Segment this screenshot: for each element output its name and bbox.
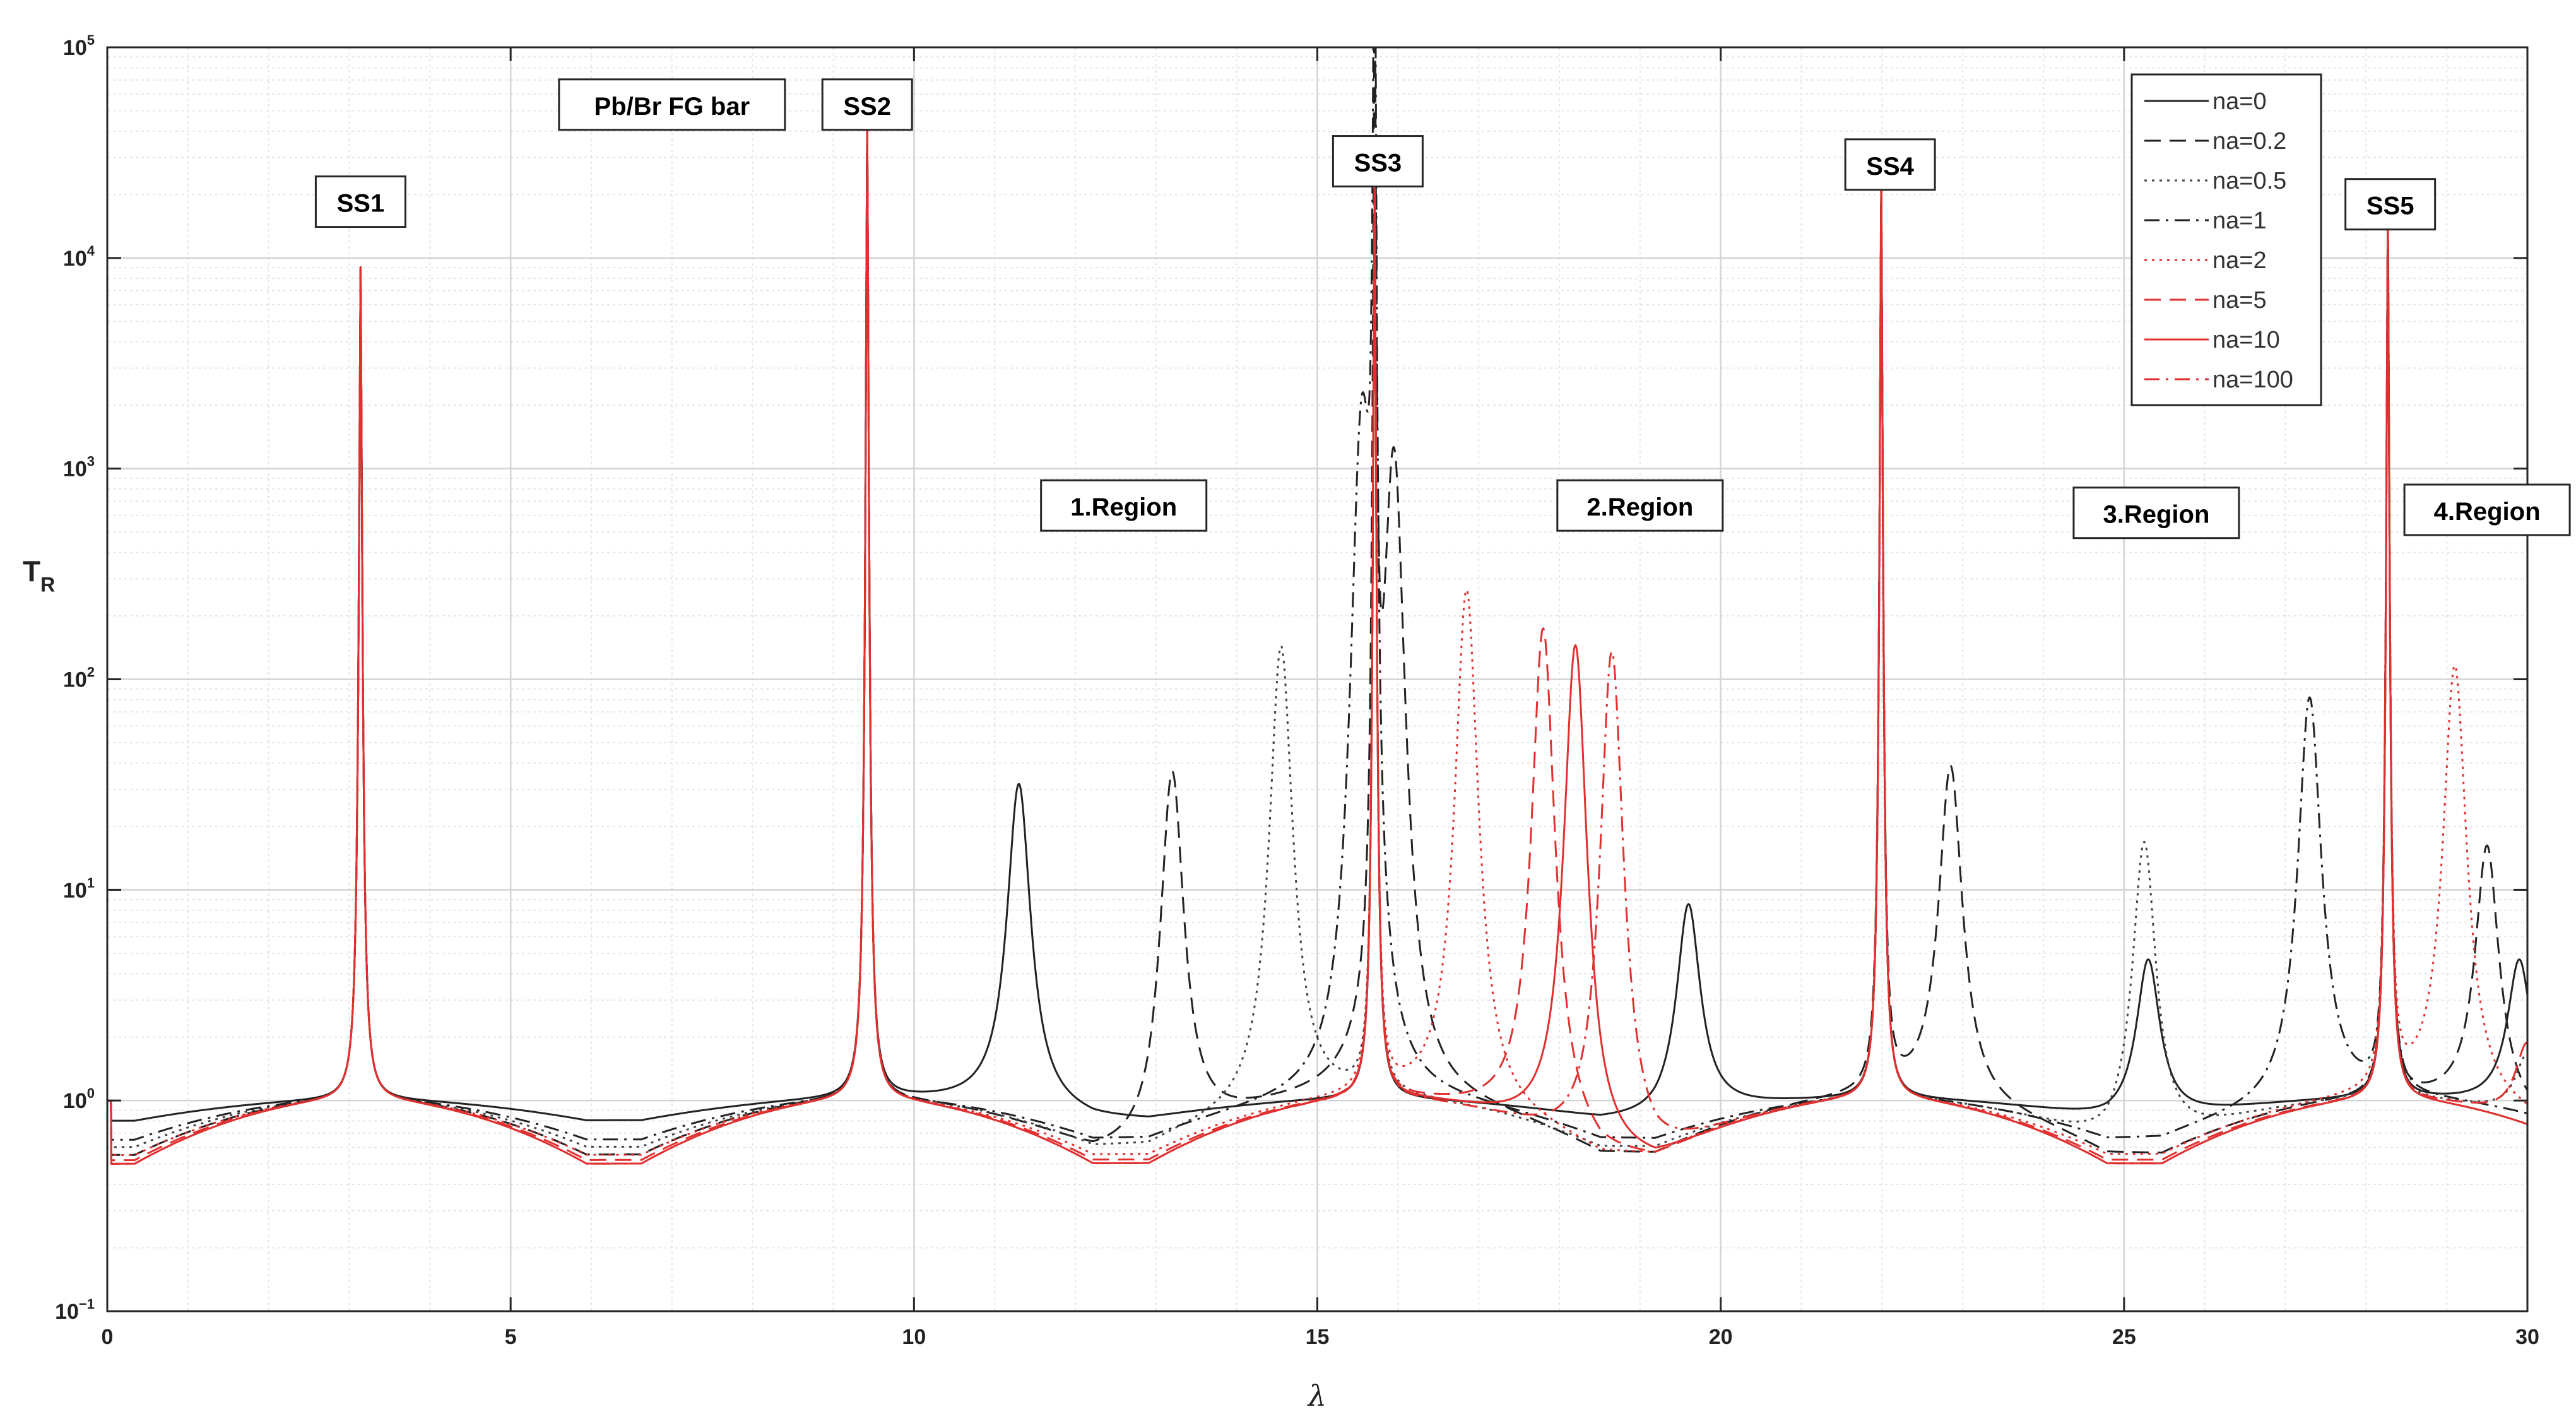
legend-entry: na=2 [2213, 247, 2267, 274]
annotation-frame [558, 78, 786, 131]
y-tick-label-exponent: 4 [87, 243, 95, 259]
y-tick-label: 103 [63, 454, 95, 481]
annotation-frame [2344, 178, 2437, 231]
annotation-box: 4.Region [2403, 483, 2571, 536]
x-tick-labels: 0 5 10 15 20 25 30 [102, 1325, 2539, 1349]
y-axis-label: TR [23, 555, 55, 596]
y-tick-label: 102 [63, 664, 95, 692]
legend-frame [2130, 73, 2322, 406]
annotation-frame [2403, 483, 2571, 536]
legend-entry: na=1 [2213, 208, 2267, 234]
legend-entry: na=0 [2213, 88, 2267, 115]
legend-entry: na=100 [2213, 367, 2293, 393]
legend-entry: na=5 [2213, 287, 2267, 314]
series-layer [107, 47, 2527, 1165]
series-line [107, 119, 2527, 1165]
x-tick-label: 5 [505, 1325, 517, 1349]
x-tick-label: 20 [1709, 1325, 1733, 1349]
y-tick-label: 105 [63, 32, 95, 60]
y-tick-label-exponent: 3 [87, 454, 95, 469]
annotation-box: SS3 [1332, 135, 1424, 188]
y-axis-label-main: T [23, 555, 40, 588]
y-tick-label-exponent: 5 [87, 32, 95, 48]
annotation-box: SS2 [821, 78, 913, 131]
y-tick-label-base: 10 [63, 878, 87, 902]
y-axis-label-subscript: R [40, 574, 55, 596]
x-tick-label: 10 [902, 1325, 926, 1349]
axis-ticks [106, 46, 2529, 1312]
series-line [107, 47, 2527, 1141]
annotation-frame [314, 175, 406, 228]
annotation-label: SS5 [2366, 192, 2414, 220]
x-tick-label: 25 [2112, 1325, 2136, 1349]
y-tick-label-base: 10 [63, 457, 87, 481]
annotation-box: 1.Region [1040, 479, 1208, 532]
annotations: SS1 Pb/Br FG bar SS2 SS3 SS4 SS5 1.Region 2.Reg… [314, 78, 2571, 540]
annotation-box: 2.Region [1556, 479, 1724, 532]
annotation-box: SS1 [314, 175, 406, 228]
annotation-label: SS3 [1354, 150, 1402, 177]
annotation-frame [1844, 138, 1936, 191]
x-tick-label: 15 [1306, 1325, 1330, 1349]
annotation-label: 3.Region [2103, 501, 2210, 529]
annotation-box: Pb/Br FG bar [558, 78, 786, 131]
y-tick-label-base: 10 [63, 1089, 87, 1113]
annotation-label: SS1 [337, 190, 385, 218]
legend-entry: na=0.5 [2213, 168, 2286, 194]
annotation-box: 3.Region [2072, 486, 2240, 540]
legend: na=0 na=0.2 na=0.5 na=1 na=2 na=5 na=10 na=100 [2130, 73, 2322, 406]
y-tick-label: 10−1 [55, 1296, 95, 1324]
annotation-box: SS5 [2344, 178, 2437, 231]
y-tick-label-base: 10 [63, 247, 87, 271]
annotation-label: 1.Region [1070, 493, 1177, 521]
y-tick-label-base: 10 [55, 1300, 79, 1324]
y-tick-label-exponent: −1 [79, 1296, 95, 1312]
annotation-label: 4.Region [2434, 498, 2541, 526]
annotation-label: Pb/Br FG bar [594, 93, 750, 121]
series-line [107, 119, 2527, 1156]
x-axis-label: λ [1307, 1379, 1326, 1413]
annotation-label: SS2 [843, 93, 891, 121]
annotation-frame [2072, 486, 2240, 540]
x-tick-label: 30 [2515, 1325, 2539, 1349]
series-line [107, 116, 2527, 1122]
y-tick-label: 104 [63, 243, 95, 271]
y-tick-label-base: 10 [63, 36, 87, 60]
annotation-frame [1332, 135, 1424, 188]
legend-entry: na=10 [2213, 327, 2280, 353]
y-tick-label: 101 [63, 875, 95, 902]
y-tick-label-exponent: 2 [87, 664, 95, 680]
y-tick-label: 100 [63, 1085, 95, 1113]
y-tick-label-exponent: 1 [87, 875, 95, 890]
legend-entry: na=0.2 [2213, 128, 2286, 155]
annotation-frame [1040, 479, 1208, 532]
annotation-frame [821, 78, 913, 131]
y-tick-label-exponent: 0 [87, 1085, 95, 1101]
y-tick-label-base: 10 [63, 668, 87, 692]
annotation-box: SS4 [1844, 138, 1936, 191]
annotation-label: 2.Region [1586, 493, 1693, 521]
annotation-label: SS4 [1866, 153, 1914, 180]
annotation-frame [1556, 479, 1724, 532]
x-tick-label: 0 [102, 1325, 114, 1349]
